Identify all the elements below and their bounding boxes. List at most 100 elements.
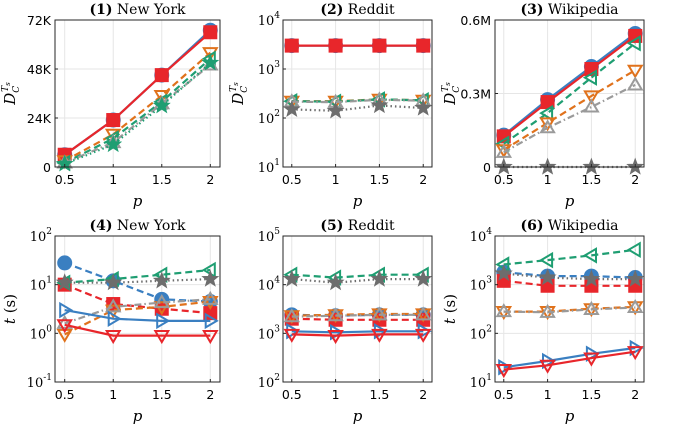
data-point [539,104,554,122]
data-point [327,307,344,322]
data-point [371,328,388,343]
data-point [59,301,74,319]
y-axis-label: DCTs [441,82,462,106]
series-6 [494,264,645,287]
series-line [503,248,636,266]
y-axis-label: DCTs [1,82,22,106]
data-point [56,314,73,329]
series-line [64,51,212,162]
series-6 [282,96,433,119]
series-line [503,271,636,279]
data-point [583,300,600,315]
data-point [626,269,645,287]
data-point [495,303,513,318]
data-point [284,38,299,53]
series-line [291,98,424,104]
y-axis-label: t (s) [1,294,19,324]
data-point [283,308,301,323]
y-tick-label: 0.3M [460,87,491,102]
series-5 [495,299,644,318]
series-line [64,323,211,337]
y-tick-label: 101 [470,373,492,391]
data-point [370,269,389,287]
data-point [327,330,344,345]
series-line [291,333,424,337]
series-line [503,279,636,287]
panel-title: (5) Reddit [320,218,395,234]
data-point [283,328,301,343]
y-tick-label: 104 [470,227,493,245]
series-line [291,317,424,321]
y-tick-label: 101 [30,276,52,294]
data-point [326,101,345,119]
panel-4: 0.5 1 1.5 2 p 10-1 100 101 102 t (s) (4) New York [1,218,221,425]
x-tick-label: 0.5 [494,172,514,187]
axes-frame [54,235,221,383]
data-point [539,117,556,132]
y-tick-label: 104 [258,11,281,29]
series-8 [56,319,219,345]
series-line [64,283,211,315]
data-point [56,319,73,334]
series-line [64,309,211,322]
y-axis-label: DCTs [229,82,250,106]
x-axis-label: p [133,192,143,210]
series-line [291,104,424,112]
series-1 [57,22,218,163]
data-point [282,269,301,287]
panel-1: 0.5 1 1.5 2 p 0 24K 48K 72K DCTs (1) New York [1,2,221,210]
y-tick-label: 0.6M [460,13,491,28]
data-point [107,310,122,327]
panel-title: (4) New York [89,218,186,234]
data-point [626,299,644,313]
data-point [104,273,123,291]
data-point [414,98,433,116]
series-line [64,300,211,336]
series-line [503,32,636,137]
x-tick-label: 1.5 [369,387,389,402]
data-point [156,312,171,330]
x-tick-label: 0.5 [494,387,514,402]
data-point [626,346,644,361]
x-tick-label: 2 [631,387,639,402]
data-point [582,247,597,264]
y-tick-label: 0 [483,160,491,175]
x-tick-label: 1 [332,172,340,187]
x-axis-label: p [565,192,575,210]
axes-frame [494,235,645,383]
series-line [64,57,212,164]
x-tick-label: 1.5 [152,172,172,187]
grid [283,19,432,168]
series-5 [283,306,432,323]
data-point [583,90,600,105]
data-point [414,269,433,287]
series-4 [56,261,216,291]
series-4 [495,241,641,273]
y-tick-label: 102 [258,373,280,391]
x-axis-label: p [133,407,143,425]
data-point [104,298,122,313]
grid [283,235,432,383]
y-tick-label: 102 [30,227,52,245]
data-point [328,38,343,53]
data-point [495,143,513,158]
y-tick-label: 105 [258,227,281,245]
series-line [64,278,211,284]
series-6 [282,269,433,291]
series-8 [283,328,432,345]
x-tick-label: 0.5 [282,172,302,187]
data-point [201,53,220,71]
data-point [55,273,74,291]
data-point [152,271,171,289]
data-point [583,98,600,113]
series-2 [496,28,643,144]
data-point [104,135,123,153]
axes-frame [282,235,433,383]
data-point [626,64,644,79]
panel-2: 0.5 1 1.5 2 p 101 102 103 104 DCTs (2) Reddit [229,2,433,210]
data-point [203,25,218,40]
series-1 [496,264,643,286]
data-point [626,241,641,259]
data-point [154,68,169,83]
